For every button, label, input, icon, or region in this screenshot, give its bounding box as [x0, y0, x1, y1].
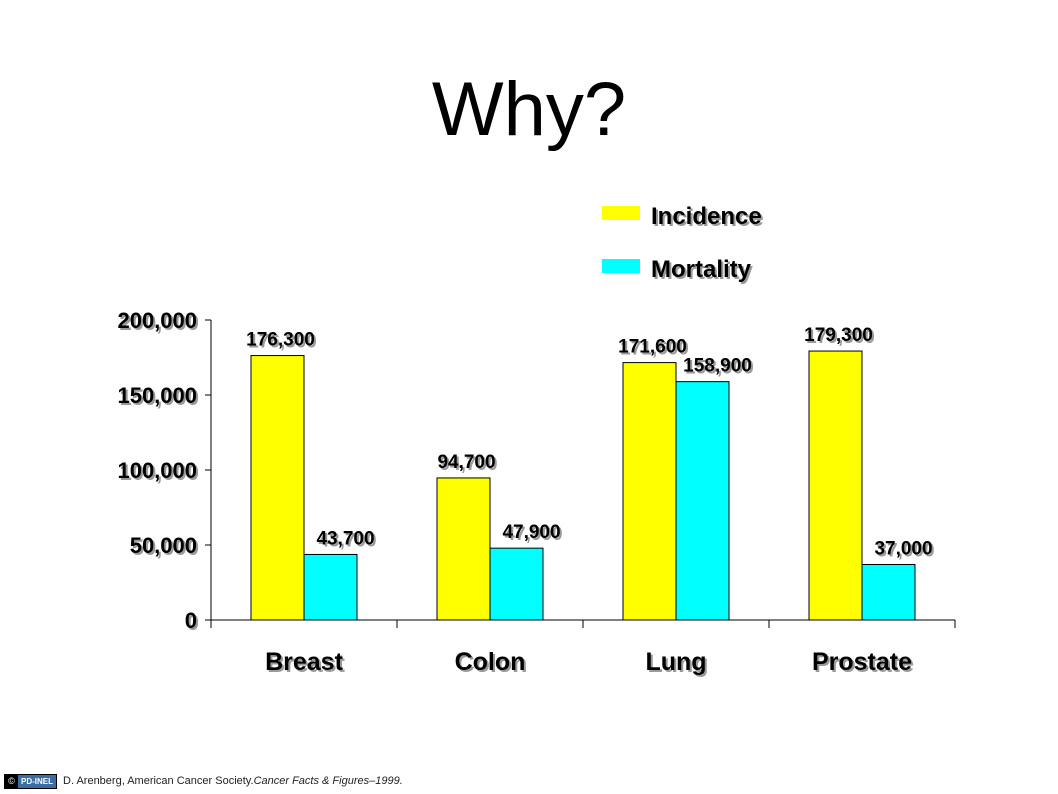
- x-tick-label: Prostate: [812, 648, 912, 676]
- data-label-mortality: 43,700: [316, 528, 374, 549]
- data-label-incidence: 176,300: [246, 330, 315, 351]
- legend-swatch-mortality: [602, 259, 640, 273]
- y-tick-label: 200,000: [117, 308, 197, 333]
- footer-citation: © PD-INEL D. Arenberg, American Cancer S…: [4, 773, 403, 789]
- x-tick-label-shadow: Lung: [647, 650, 708, 678]
- data-label-incidence-shadow: 94,700: [439, 454, 497, 475]
- legend-label: Mortality: [651, 256, 752, 283]
- data-label-mortality-shadow: 37,000: [876, 541, 934, 562]
- data-label-mortality: 158,900: [683, 356, 752, 377]
- x-tick-label: Colon: [455, 648, 526, 676]
- y-tick-label-shadow: 200,000: [119, 310, 199, 335]
- legend-label-shadow: Mortality: [653, 258, 754, 285]
- y-tick-label-shadow: 50,000: [132, 535, 199, 560]
- labels-group: 0050,00050,000100,000100,000150,000150,0…: [117, 308, 934, 678]
- legend-label: Incidence: [651, 203, 762, 230]
- bar-mortality-breast: [303, 553, 358, 621]
- y-tick-label-shadow: 0: [187, 610, 199, 635]
- y-tick-label-shadow: 100,000: [119, 460, 199, 485]
- y-tick-label: 50,000: [130, 533, 197, 558]
- x-tick-label: Lung: [645, 648, 706, 676]
- citation-text: D. Arenberg, American Cancer Society.: [63, 775, 254, 787]
- bar-incidence-colon: [436, 477, 491, 621]
- x-tick-label-shadow: Prostate: [814, 650, 914, 678]
- bar-mortality-lung: [675, 381, 730, 621]
- bar-incidence-lung: [622, 362, 677, 621]
- bar-mortality-prostate: [861, 564, 916, 621]
- data-label-mortality: 47,900: [502, 522, 560, 543]
- data-label-mortality-shadow: 158,900: [685, 358, 754, 379]
- bar-incidence-breast: [250, 355, 305, 621]
- legend-swatch-incidence: [602, 206, 640, 220]
- slide-title: Why?: [431, 67, 627, 152]
- copyright-icon: ©: [5, 774, 18, 788]
- bar-incidence-prostate: [808, 350, 863, 621]
- bar-mortality-colon: [489, 547, 544, 621]
- data-label-incidence: 94,700: [437, 452, 495, 473]
- x-tick-label-shadow: Breast: [267, 650, 345, 678]
- citation-source: Cancer Facts & Figures–1999.: [253, 775, 403, 787]
- y-tick-label: 150,000: [117, 383, 197, 408]
- x-tick-label: Breast: [265, 648, 343, 676]
- data-label-incidence: 179,300: [804, 325, 873, 346]
- data-label-incidence-shadow: 171,600: [620, 339, 689, 360]
- y-tick-label: 100,000: [117, 458, 197, 483]
- legend-label-shadow: Incidence: [653, 205, 764, 232]
- y-tick-label-shadow: 150,000: [119, 385, 199, 410]
- data-label-incidence-shadow: 179,300: [806, 327, 875, 348]
- data-label-mortality-shadow: 43,700: [318, 530, 376, 551]
- bars-group: [250, 350, 916, 621]
- license-label: PD-INEL: [18, 774, 56, 788]
- data-label-mortality: 37,000: [874, 539, 932, 560]
- data-label-incidence-shadow: 176,300: [248, 332, 317, 353]
- x-tick-label-shadow: Colon: [457, 650, 528, 678]
- axes-group: [205, 319, 956, 628]
- data-label-incidence: 171,600: [618, 337, 687, 358]
- data-label-mortality-shadow: 47,900: [504, 524, 562, 545]
- y-tick-label: 0: [185, 608, 197, 633]
- license-badge: © PD-INEL: [4, 773, 57, 789]
